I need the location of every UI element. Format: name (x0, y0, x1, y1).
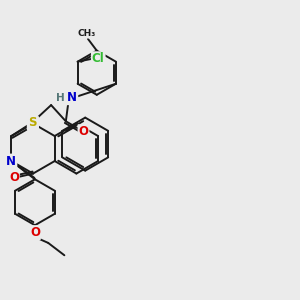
Text: Cl: Cl (92, 52, 105, 65)
Text: S: S (28, 116, 36, 129)
Text: O: O (79, 125, 88, 138)
Text: N: N (67, 91, 77, 104)
Text: N: N (6, 154, 16, 167)
Text: N: N (28, 117, 38, 130)
Text: H: H (56, 93, 65, 103)
Text: CH₃: CH₃ (77, 29, 96, 38)
Text: O: O (9, 172, 19, 184)
Text: O: O (30, 226, 40, 239)
